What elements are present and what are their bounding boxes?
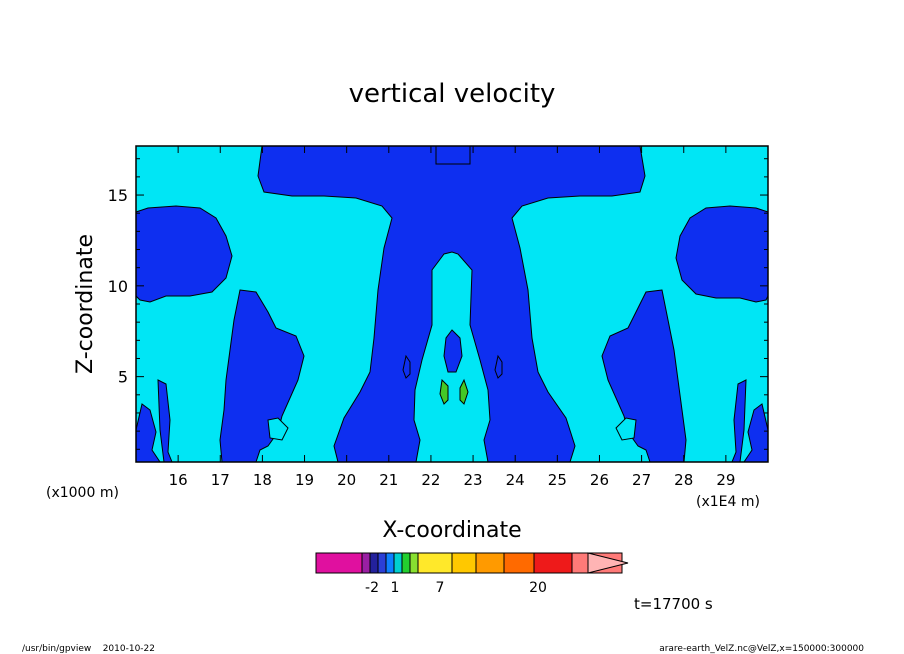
colorbar-tick-label: 20 bbox=[529, 580, 547, 596]
colorbar-segment bbox=[475, 552, 505, 574]
colorbar-tick-label: 7 bbox=[436, 580, 445, 596]
y-tick-label: 5 bbox=[118, 368, 128, 387]
colorbar-segment bbox=[385, 552, 395, 574]
x-tick-label: 27 bbox=[632, 471, 651, 489]
contour-region-right-blob bbox=[675, 205, 769, 303]
x-tick-label: 29 bbox=[716, 471, 735, 489]
peak-regions bbox=[439, 378, 469, 405]
colorbar-segment bbox=[533, 552, 573, 574]
colorbar-segment bbox=[315, 552, 363, 574]
colorbar-tick-label: 1 bbox=[391, 580, 400, 596]
x-tick-label: 17 bbox=[211, 471, 230, 489]
contour-region-center-spot bbox=[443, 329, 463, 373]
colorbar-segment bbox=[451, 552, 477, 574]
contour-region-left-blob bbox=[135, 205, 233, 303]
colorbar-segment bbox=[401, 552, 411, 574]
contour-peak-left bbox=[439, 378, 449, 405]
x-tick-label: 19 bbox=[295, 471, 314, 489]
contour-fills bbox=[135, 145, 769, 463]
time-label: t=17700 s bbox=[634, 595, 713, 613]
x-axis-unit-left: (x1000 m) bbox=[46, 485, 119, 501]
footer-right: arare-earth_VelZ.nc@VelZ,x=150000:300000 bbox=[659, 644, 864, 654]
y-tick-label: 10 bbox=[108, 277, 128, 296]
x-axis-unit-right: (x1E4 m) bbox=[696, 494, 760, 510]
colorbar-segment bbox=[369, 552, 379, 574]
x-tick-label: 23 bbox=[464, 471, 483, 489]
y-axis-label: Z-coordinate bbox=[73, 234, 98, 374]
colorbar-segment bbox=[361, 552, 371, 574]
contour-region-left-speck bbox=[402, 354, 411, 379]
colorbar: -2 1 7 20 bbox=[315, 552, 629, 596]
x-axis-ticks: 16 17 18 19 20 21 22 23 24 25 26 27 28 29 bbox=[169, 146, 735, 489]
colorbar-segment bbox=[393, 552, 403, 574]
colorbar-segment bbox=[409, 552, 419, 574]
footer-left: /usr/bin/gpview 2010-10-22 bbox=[22, 644, 155, 654]
colorbar-segment bbox=[417, 552, 453, 574]
contour-hole-left bbox=[267, 417, 289, 441]
colorbar-segment bbox=[377, 552, 387, 574]
chart-title: vertical velocity bbox=[349, 79, 556, 109]
x-tick-label: 22 bbox=[421, 471, 440, 489]
colorbar-segment bbox=[503, 552, 535, 574]
contour-region-right-column bbox=[601, 289, 687, 463]
contour-holes bbox=[267, 417, 637, 441]
contour-region-top-center bbox=[257, 145, 646, 463]
colorbar-tick-label: -2 bbox=[365, 580, 379, 596]
contour-peak-right bbox=[459, 378, 469, 405]
x-tick-label: 26 bbox=[590, 471, 609, 489]
x-tick-label: 24 bbox=[506, 471, 525, 489]
plot-area: 16 17 18 19 20 21 22 23 24 25 26 27 28 29 5 10 15 bbox=[108, 145, 769, 489]
x-axis-label: X-coordinate bbox=[382, 518, 521, 543]
x-tick-label: 20 bbox=[337, 471, 356, 489]
x-tick-label: 16 bbox=[169, 471, 188, 489]
x-tick-label: 18 bbox=[253, 471, 272, 489]
y-axis-ticks: 5 10 15 bbox=[108, 158, 768, 450]
x-tick-label: 21 bbox=[379, 471, 398, 489]
colorbar-extend-arrow bbox=[587, 552, 629, 574]
contour-hole-right bbox=[615, 417, 637, 441]
x-tick-label: 25 bbox=[548, 471, 567, 489]
y-tick-label: 15 bbox=[108, 186, 128, 205]
contour-region-right-speck bbox=[494, 354, 503, 379]
x-tick-label: 28 bbox=[674, 471, 693, 489]
